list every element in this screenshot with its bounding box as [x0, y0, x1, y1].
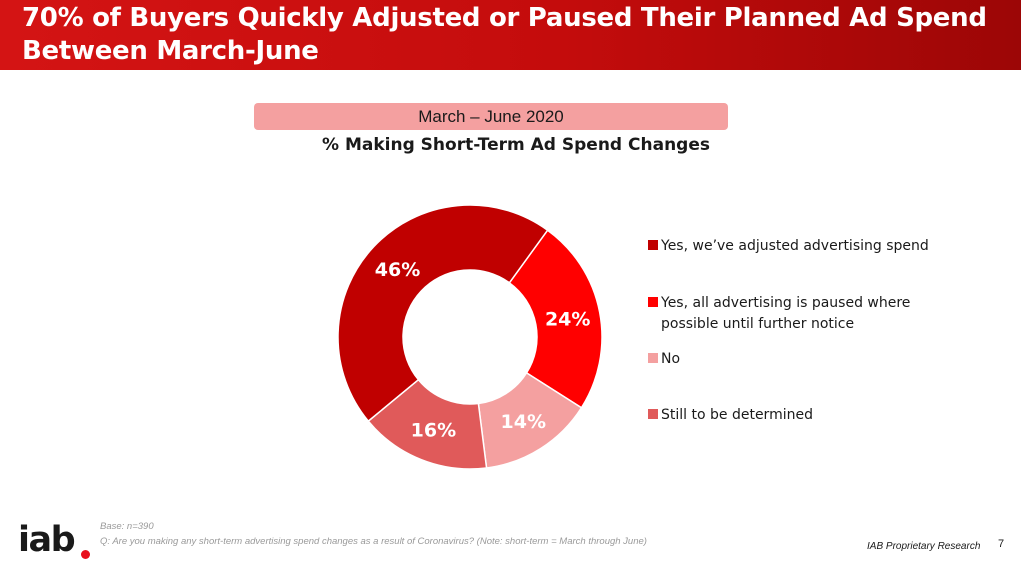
legend-label-paused: Yes, all advertising is paused where pos…: [661, 295, 911, 332]
legend-swatch-no: [648, 353, 658, 363]
legend-swatch-tbd: [648, 409, 658, 419]
footer-brand-text: IAB Proprietary Research: [867, 541, 981, 552]
chart-title: % Making Short-Term Ad Spend Changes: [322, 135, 710, 155]
footnote-question: Q: Are you making any short-term adverti…: [100, 536, 647, 547]
legend-item-no: No: [648, 349, 938, 370]
page-number: 7: [998, 538, 1005, 550]
page-title: 70% of Buyers Quickly Adjusted or Paused…: [22, 3, 987, 66]
period-banner: March – June 2020: [254, 103, 728, 130]
donut-slice-paused: [508, 229, 603, 409]
legend-swatch-paused: [648, 297, 658, 307]
data-label-tbd: 16%: [411, 420, 456, 442]
data-label-adjusted: 46%: [375, 259, 420, 281]
data-label-paused: 24%: [545, 308, 590, 330]
legend-label-no: No: [661, 351, 681, 367]
iab-logo: iab: [18, 520, 90, 564]
logo-dot: [81, 550, 90, 559]
logo-text: iab: [18, 520, 76, 560]
donut-slice-adjusted: [337, 204, 549, 423]
legend-label-adjusted: Yes, we’ve adjusted advertising spend: [661, 238, 929, 254]
footnote-base: Base: n=390: [100, 521, 154, 532]
legend-item-paused: Yes, all advertising is paused where pos…: [648, 293, 938, 335]
data-label-no: 14%: [501, 411, 546, 433]
header-bar: 70% of Buyers Quickly Adjusted or Paused…: [0, 0, 1021, 70]
legend-item-adjusted: Yes, we’ve adjusted advertising spend: [648, 236, 938, 257]
legend-item-tbd: Still to be determined: [648, 405, 938, 426]
legend-swatch-adjusted: [648, 240, 658, 250]
legend-label-tbd: Still to be determined: [661, 407, 813, 423]
